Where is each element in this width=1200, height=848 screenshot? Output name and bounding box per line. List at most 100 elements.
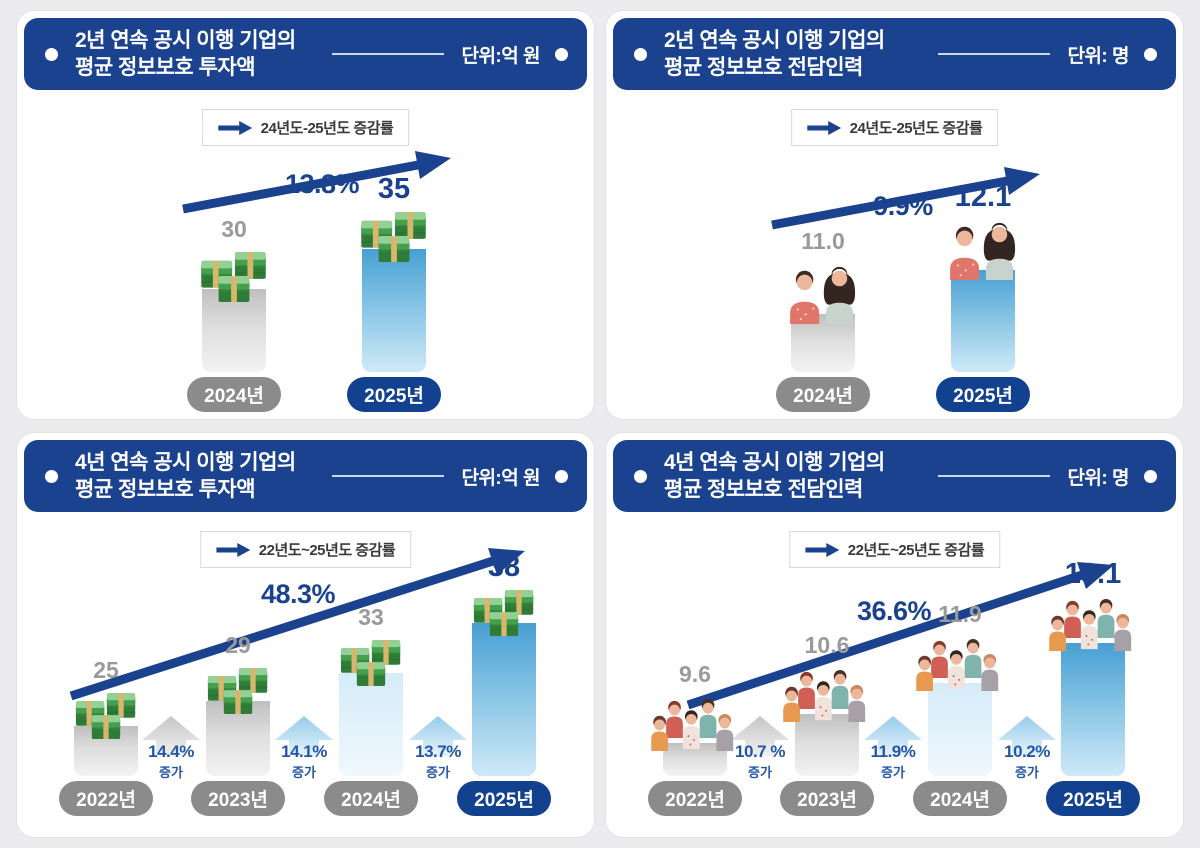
bar-shape bbox=[202, 289, 266, 372]
growth-rate-label: 13.8% bbox=[284, 169, 360, 199]
step-percent: 14.1% bbox=[281, 742, 327, 761]
step-up-arrow-icon bbox=[998, 716, 1056, 756]
year-pill: 2024년 bbox=[913, 781, 1007, 816]
panel-header: 2년 연속 공시 이행 기업의 평균 정보보호 투자액 단위:억 원 bbox=[24, 18, 587, 90]
bar-shape bbox=[795, 714, 859, 776]
year-pill: 2022년 bbox=[59, 781, 153, 816]
bar-value: 29 bbox=[225, 632, 251, 658]
panel-2yr-staff: 2년 연속 공시 이행 기업의 평균 정보보호 전담인력 단위: 명 24년도-… bbox=[605, 10, 1184, 420]
yoy-step-2: 14.1% 증가 bbox=[259, 716, 349, 781]
header-dot-right-icon bbox=[1144, 469, 1157, 483]
money-stack-icon bbox=[340, 640, 402, 686]
legend: 22년도~25년도 증감률 bbox=[199, 531, 412, 568]
people-group-icon bbox=[782, 668, 872, 722]
legend-label: 24년도-25년도 증감률 bbox=[849, 120, 983, 137]
legend: 22년도~25년도 증감률 bbox=[788, 531, 1001, 568]
bar-value: 30 bbox=[221, 216, 247, 242]
bar-group-2025: 35 2025년 bbox=[334, 173, 454, 412]
panel-title-line2: 평균 정보보호 전담인력 bbox=[664, 478, 863, 501]
people-pair-icon bbox=[787, 264, 859, 324]
legend: 24년도-25년도 증감률 bbox=[201, 109, 410, 146]
step-increase-label: 증가 bbox=[159, 765, 183, 780]
header-dot-left-icon bbox=[634, 469, 647, 483]
panel-title-line1: 4년 연속 공시 이행 기업의 bbox=[75, 450, 296, 474]
bar-value: 11.0 bbox=[801, 228, 845, 254]
header-divider bbox=[938, 475, 1051, 477]
panel-title-line2: 평균 정보보호 투자액 bbox=[75, 478, 256, 501]
bar-value: 10.6 bbox=[804, 632, 850, 658]
legend-arrow-icon bbox=[806, 120, 841, 135]
bar-value: 13.1 bbox=[1064, 558, 1122, 590]
panel-header: 4년 연속 공시 이행 기업의 평균 정보보호 전담인력 단위: 명 bbox=[613, 440, 1176, 512]
panel-4yr-staff: 4년 연속 공시 이행 기업의 평균 정보보호 전담인력 단위: 명 22년도~… bbox=[605, 432, 1184, 838]
header-dot-left-icon bbox=[45, 47, 58, 61]
panel-title-line1: 2년 연속 공시 이행 기업의 bbox=[75, 28, 296, 52]
bar-shape bbox=[472, 623, 536, 776]
step-percent: 14.4% bbox=[148, 742, 194, 761]
bar-group-2025: 12.1 2025년 bbox=[923, 181, 1043, 412]
money-stack-icon bbox=[200, 252, 268, 302]
year-pill: 2025년 bbox=[457, 781, 551, 816]
people-group-icon bbox=[1048, 597, 1138, 651]
bar-group-2022: 25 2022년 bbox=[56, 657, 156, 816]
bar-value: 35 bbox=[377, 173, 411, 205]
step-percent: 10.2% bbox=[1004, 742, 1050, 761]
year-pill: 2025년 bbox=[936, 377, 1030, 412]
step-increase-label: 증가 bbox=[292, 765, 316, 780]
legend-arrow-icon bbox=[804, 542, 839, 557]
year-pill: 2024년 bbox=[776, 377, 870, 412]
panel-title: 4년 연속 공시 이행 기업의 평균 정보보호 전담인력 bbox=[664, 449, 885, 504]
panel-title: 2년 연속 공시 이행 기업의 평균 정보보호 투자액 bbox=[75, 27, 296, 82]
trend-arrow-icon bbox=[686, 562, 1114, 710]
bar-group-2025: 13.1 2025년 bbox=[1043, 558, 1143, 816]
bar-shape bbox=[339, 673, 403, 776]
header-divider bbox=[332, 475, 445, 477]
step-percent: 11.9% bbox=[870, 742, 916, 761]
header-dot-left-icon bbox=[45, 469, 58, 483]
legend: 24년도-25년도 증감률 bbox=[790, 109, 999, 146]
unit-label: 단위: 명 bbox=[1067, 467, 1129, 489]
legend-arrow-icon bbox=[217, 120, 252, 135]
money-stack-icon bbox=[360, 212, 428, 262]
step-increase-label: 증가 bbox=[881, 765, 905, 780]
bar-shape bbox=[928, 683, 992, 776]
people-group-icon bbox=[915, 637, 1005, 691]
unit-label: 단위:억 원 bbox=[461, 45, 540, 67]
people-pair-icon bbox=[947, 220, 1019, 280]
year-pill: 2024년 bbox=[187, 377, 281, 412]
bar-group-2025: 38 2025년 bbox=[454, 551, 554, 816]
growth-rate-label: 9.9% bbox=[873, 191, 933, 221]
step-increase-label: 증가 bbox=[426, 765, 450, 780]
unit-label: 단위:억 원 bbox=[461, 467, 540, 489]
bar-value: 12.1 bbox=[954, 181, 1012, 213]
year-pill: 2022년 bbox=[648, 781, 742, 816]
growth-rate-label: 36.6% bbox=[856, 596, 932, 626]
step-up-arrow-icon bbox=[731, 716, 789, 756]
unit-label: 단위: 명 bbox=[1067, 45, 1129, 67]
trend-arrow-icon bbox=[771, 167, 1040, 230]
step-increase-label: 증가 bbox=[748, 765, 772, 780]
step-up-arrow-icon bbox=[275, 716, 333, 756]
bar-group-2024: 30 2024년 bbox=[174, 216, 294, 412]
header-dot-left-icon bbox=[634, 47, 647, 61]
step-up-arrow-icon bbox=[409, 716, 467, 756]
header-dot-right-icon bbox=[1144, 47, 1157, 61]
bar-shape bbox=[1061, 643, 1125, 776]
bar-group-2024: 11.0 2024년 bbox=[763, 228, 883, 412]
bar-value: 25 bbox=[93, 657, 119, 683]
trend-arrow-icon bbox=[182, 151, 451, 214]
yoy-step-3: 10.2% 증가 bbox=[982, 716, 1072, 781]
panel-title: 4년 연속 공시 이행 기업의 평균 정보보호 투자액 bbox=[75, 449, 296, 504]
bar-value: 38 bbox=[487, 551, 521, 583]
panel-4yr-investment: 4년 연속 공시 이행 기업의 평균 정보보호 투자액 단위:억 원 22년도~… bbox=[16, 432, 595, 838]
panel-header: 4년 연속 공시 이행 기업의 평균 정보보호 투자액 단위:억 원 bbox=[24, 440, 587, 512]
bar-group-2023: 29 2023년 bbox=[188, 632, 288, 816]
panel-title-line1: 2년 연속 공시 이행 기업의 bbox=[664, 28, 885, 52]
yoy-step-1: 14.4% 증가 bbox=[126, 716, 216, 781]
header-dot-right-icon bbox=[555, 47, 568, 61]
year-pill: 2025년 bbox=[347, 377, 441, 412]
panel-title-line1: 4년 연속 공시 이행 기업의 bbox=[664, 450, 885, 474]
header-dot-right-icon bbox=[555, 469, 568, 483]
yoy-step-1: 10.7 % 증가 bbox=[715, 716, 805, 781]
